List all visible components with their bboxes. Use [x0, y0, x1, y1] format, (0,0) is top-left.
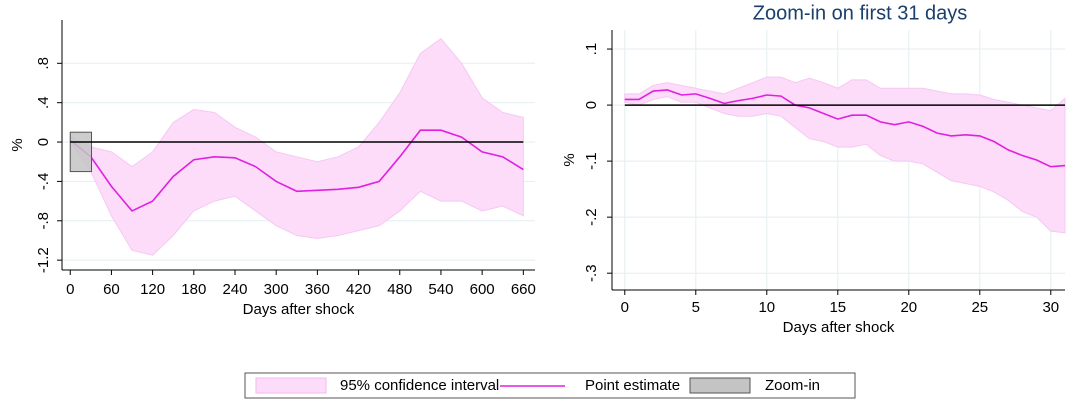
point-estimate-line	[624, 89, 1066, 168]
y-tick-label: -.3	[583, 264, 600, 282]
legend-label: Point estimate	[585, 377, 680, 394]
x-axis-label: Days after shock	[783, 319, 895, 336]
zoom-box	[69, 131, 93, 173]
legend-swatch	[255, 377, 327, 394]
x-axis-label: Days after shock	[243, 301, 355, 318]
x-tick-label: 540	[428, 281, 453, 298]
y-tick-label: .4	[35, 96, 52, 109]
x-tick-label: 120	[140, 281, 165, 298]
y-tick-label: -.8	[35, 212, 52, 230]
x-tick-label: 240	[222, 281, 247, 298]
x-tick-label: 660	[511, 281, 536, 298]
x-tick-label: 360	[305, 281, 330, 298]
x-tick-label: 600	[470, 281, 495, 298]
chart-title: Zoom-in on first 31 days	[753, 2, 968, 24]
x-tick-label: 10	[758, 299, 775, 316]
x-tick-label: 480	[387, 281, 412, 298]
y-tick-label: .1	[583, 43, 600, 56]
y-tick-label: -.1	[583, 152, 600, 170]
y-tick-label: 0	[35, 138, 52, 146]
x-tick-label: 0	[66, 281, 74, 298]
confidence-band	[624, 76, 1066, 234]
y-tick-label: -.2	[583, 208, 600, 226]
x-tick-label: 20	[900, 299, 917, 316]
point-estimate-line	[69, 129, 524, 212]
x-tick-label: 420	[346, 281, 371, 298]
legend: 95% confidence interval Point estimate Z…	[244, 372, 856, 399]
x-tick-label: 180	[181, 281, 206, 298]
x-tick-label: 15	[829, 299, 846, 316]
y-tick-label: .8	[35, 57, 52, 70]
legend-swatch	[689, 377, 751, 394]
x-tick-label: 25	[971, 299, 988, 316]
x-tick-label: 0	[621, 299, 629, 316]
x-tick-label: 30	[1042, 299, 1059, 316]
x-tick-label: 5	[692, 299, 700, 316]
legend-label: 95% confidence interval	[340, 377, 499, 394]
y-tick-label: -.4	[35, 173, 52, 191]
y-tick-label: 0	[583, 101, 600, 109]
confidence-band	[69, 38, 524, 256]
x-tick-label: 60	[103, 281, 120, 298]
legend-label: Zoom-in	[765, 377, 820, 394]
x-tick-label: 300	[264, 281, 289, 298]
y-axis-label: %	[561, 153, 578, 166]
y-axis-label: %	[9, 138, 26, 151]
y-tick-label: -1.2	[35, 247, 52, 273]
